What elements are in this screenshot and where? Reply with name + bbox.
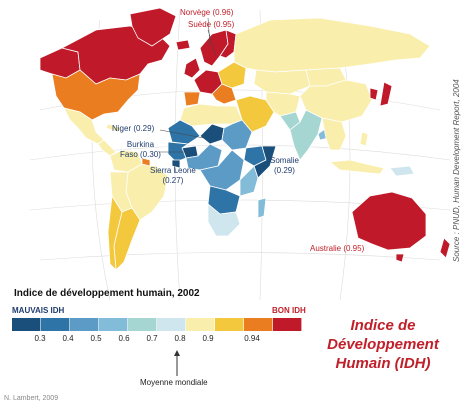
- indonesia: [328, 159, 385, 175]
- legend-swatch: [244, 318, 273, 331]
- southeast-asia: [321, 117, 347, 151]
- legend-tick-label: 0.4: [62, 334, 74, 343]
- legend-swatch: [157, 318, 186, 331]
- australia: [351, 191, 427, 251]
- iberia: [183, 91, 201, 107]
- legend-swatch: [12, 318, 41, 331]
- uk-ireland: [183, 57, 201, 79]
- korea: [369, 87, 379, 101]
- legend-swatch: [99, 318, 128, 331]
- russia: [233, 17, 431, 73]
- label-suede: Suède (0.95): [188, 20, 235, 29]
- legend-bad-label: MAUVAIS IDH: [12, 306, 65, 315]
- label-burkina-line1: Burkina: [126, 140, 155, 149]
- nigeria-gulf: [185, 143, 223, 171]
- oceania: [351, 191, 451, 263]
- map-title-line3: Humain (IDH): [335, 355, 431, 372]
- source-note: Source : PNUD, Human Development Report,…: [452, 79, 461, 262]
- label-norvege: Norvège (0.96): [180, 8, 234, 17]
- map-title: Indice de Développement Humain (IDH): [322, 316, 444, 373]
- chad-sudan: [221, 119, 253, 151]
- greenland: [129, 7, 177, 47]
- legend-swatch: [41, 318, 70, 331]
- legend-color-scale: [12, 318, 302, 331]
- label-somalie: Somalie (0.29): [270, 156, 299, 176]
- legend-swatch: [215, 318, 244, 331]
- label-niger: Niger (0.29): [112, 124, 155, 133]
- map-title-line2: Développement: [327, 336, 439, 353]
- norway-sweden: [199, 29, 229, 67]
- guyanas: [141, 157, 151, 167]
- map-title-line1: Indice de: [350, 317, 416, 334]
- niger: [199, 123, 225, 145]
- legend-tick-label: 0.5: [90, 334, 102, 343]
- legend-swatch: [70, 318, 99, 331]
- legend-ticks: 0.3 0.4 0.5 0.6 0.7 0.8 0.9 0.94: [12, 334, 300, 346]
- author-credit: N. Lambert, 2009: [4, 395, 59, 402]
- cuba: [105, 123, 123, 133]
- legend-good-label: BON IDH: [272, 306, 306, 315]
- legend-tick-label: 0.3: [34, 334, 46, 343]
- central-america: [97, 139, 117, 157]
- leader-lines: [159, 17, 273, 173]
- china: [299, 79, 373, 123]
- legend-swatch: [186, 318, 215, 331]
- southern-africa: [207, 203, 241, 237]
- label-somalie-line1: Somalie: [270, 156, 299, 165]
- japan: [379, 81, 393, 107]
- new-zealand: [439, 237, 451, 259]
- iceland: [175, 39, 191, 51]
- south-america: [107, 149, 169, 272]
- legend-swatch: [273, 318, 302, 331]
- legend-tick-label: 0.6: [118, 334, 130, 343]
- north-america: [39, 7, 177, 157]
- north-africa: [179, 103, 243, 127]
- label-burkina: Burkina Faso (0.30): [120, 140, 161, 160]
- europe: [175, 29, 247, 107]
- label-burkina-line2: Faso (0.30): [120, 150, 161, 159]
- kazakhstan-central-asia: [253, 69, 311, 95]
- label-australie: Australie (0.95): [310, 244, 365, 253]
- philippines: [359, 131, 369, 147]
- legend-tick-label: 0.7: [146, 334, 158, 343]
- label-somalie-line2: (0.29): [274, 166, 295, 175]
- label-sierra-line2: (0.27): [162, 176, 184, 185]
- legend-title: Indice de développement humain, 2002: [14, 288, 200, 299]
- legend-mean-label: Moyenne mondiale: [140, 378, 208, 387]
- tasmania: [395, 253, 405, 263]
- asia: [233, 17, 431, 177]
- africa: [167, 103, 277, 237]
- legend-tick-label: 0.8: [174, 334, 186, 343]
- east-africa: [239, 165, 259, 197]
- madagascar: [257, 197, 267, 219]
- label-sierra-line1: Sierra Leone: [150, 166, 196, 175]
- mean-arrow-icon: [174, 350, 180, 376]
- new-guinea: [389, 165, 415, 177]
- label-sierra-leone: Sierra Leone (0.27): [150, 166, 196, 186]
- legend-tick-label: 0.94: [244, 334, 260, 343]
- legend-tick-label: 0.9: [202, 334, 214, 343]
- sierra-leone: [171, 159, 181, 169]
- legend-swatch: [128, 318, 157, 331]
- chile: [107, 194, 123, 272]
